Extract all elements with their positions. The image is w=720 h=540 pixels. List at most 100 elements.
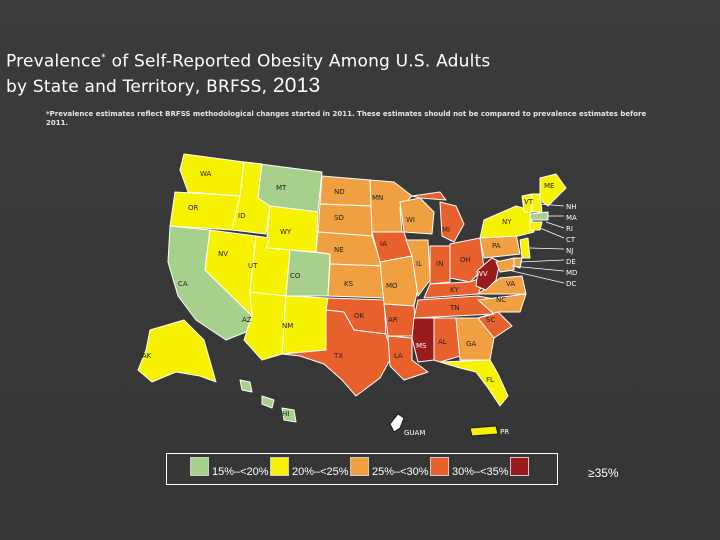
territory-pr[interactable] (469, 425, 499, 437)
label-NV: NV (218, 250, 228, 258)
legend-label-1: 15%–<20% (212, 466, 269, 478)
legend-swatch-1 (190, 457, 209, 476)
label-IL: IL (416, 260, 422, 268)
state-WA[interactable] (179, 153, 245, 197)
state-AL[interactable] (433, 317, 461, 363)
label-AL: AL (438, 338, 447, 346)
legend-label-3: 25%–<30% (372, 466, 429, 478)
ne-label-7: DC (566, 280, 576, 288)
label-IA: IA (380, 240, 387, 248)
legend-swatch-5 (510, 457, 529, 476)
label-WV: WV (476, 270, 488, 278)
state-MI[interactable] (411, 191, 465, 243)
territory-guam[interactable] (389, 413, 405, 433)
title-line1-prefix: Prevalence (6, 51, 102, 72)
state-AK[interactable] (137, 319, 217, 383)
label-KS: KS (344, 280, 354, 288)
label-AR: AR (388, 316, 398, 324)
label-FL: FL (486, 376, 494, 384)
label-CA: CA (178, 280, 188, 288)
state-IL[interactable] (405, 239, 431, 297)
label-WI: WI (406, 216, 415, 224)
label-NE: NE (334, 246, 344, 254)
label-WA: WA (200, 170, 212, 178)
label-MI: MI (442, 226, 450, 234)
legend-label-4: 30%–<35% (452, 466, 509, 478)
state-MD[interactable] (495, 257, 515, 273)
label-ME: ME (544, 182, 554, 190)
ne-label-4: NJ (566, 247, 573, 255)
map-title: Prevalence* of Self-Reported Obesity Amo… (6, 46, 490, 99)
state-CT[interactable] (529, 221, 543, 231)
legend-swatch-4 (430, 457, 449, 476)
ne-label-2: RI (566, 225, 573, 233)
label-MO: MO (386, 282, 398, 290)
ne-label-1: MA (566, 214, 577, 222)
state-MS[interactable] (411, 317, 435, 363)
label-CO: CO (290, 272, 301, 280)
state-HI[interactable] (239, 379, 297, 423)
legend (166, 453, 558, 485)
label-NM: NM (282, 322, 293, 330)
label-MS: MS (416, 342, 427, 350)
label-VT: VT (524, 198, 534, 206)
state-NY[interactable] (479, 205, 535, 239)
ne-label-5: DE (566, 258, 576, 266)
state-NJ[interactable] (519, 237, 531, 259)
label-SC: SC (486, 316, 495, 324)
ne-label-3: CT (566, 236, 576, 244)
legend-swatch-2 (270, 457, 289, 476)
title-asterisk: * (101, 53, 106, 63)
label-TN: TN (449, 304, 460, 312)
label-NY: NY (502, 218, 512, 226)
state-WY[interactable] (265, 205, 319, 253)
label-LA: LA (394, 352, 403, 360)
northeast-leader-lines (507, 203, 565, 284)
state-KS[interactable] (327, 263, 385, 299)
state-FL[interactable] (439, 359, 509, 407)
label-OK: OK (354, 312, 365, 320)
state-MO[interactable] (379, 255, 421, 307)
state-WV[interactable] (475, 257, 501, 291)
title-line2: by State and Territory, BRFSS, (6, 76, 268, 97)
state-WI[interactable] (399, 197, 435, 235)
label-KY: KY (450, 286, 459, 294)
state-GA[interactable] (455, 317, 495, 361)
title-year: 2013 (272, 73, 321, 97)
label-AZ: AZ (242, 316, 252, 324)
ne-label-6: MD (566, 269, 577, 277)
label-AK: AK (142, 352, 152, 360)
label-VA: VA (506, 280, 515, 288)
state-ND[interactable] (319, 175, 373, 207)
legend-label-2: 20%–<25% (292, 466, 349, 478)
label-TX: TX (333, 352, 343, 360)
guam-label: GUAM (404, 429, 425, 437)
pr-label: PR (500, 428, 509, 436)
label-HI: HI (282, 410, 289, 418)
label-WY: WY (280, 228, 292, 236)
label-OH: OH (460, 256, 471, 264)
label-IN: IN (436, 260, 443, 268)
title-line1-rest: of Self-Reported Obesity Among U.S. Adul… (105, 51, 491, 72)
label-PA: PA (492, 242, 501, 250)
label-OR: OR (188, 204, 199, 212)
state-MA[interactable] (529, 211, 549, 221)
label-MN: MN (372, 194, 383, 202)
legend-label-5: ≥35% (588, 466, 619, 480)
state-IN[interactable] (429, 245, 451, 285)
label-ID: ID (238, 212, 245, 220)
state-ME[interactable] (539, 173, 567, 207)
ne-label-0: NH (566, 203, 577, 211)
label-UT: UT (248, 262, 258, 270)
state-TX[interactable] (281, 309, 393, 397)
label-GA: GA (466, 340, 476, 348)
label-MT: MT (276, 184, 287, 192)
label-NC: NC (496, 296, 506, 304)
footnote: *Prevalence estimates reflect BRFSS meth… (46, 110, 647, 127)
label-ND: ND (334, 188, 345, 196)
state-SD[interactable] (317, 203, 373, 237)
label-SD: SD (334, 214, 344, 222)
state-OR[interactable] (169, 191, 241, 231)
